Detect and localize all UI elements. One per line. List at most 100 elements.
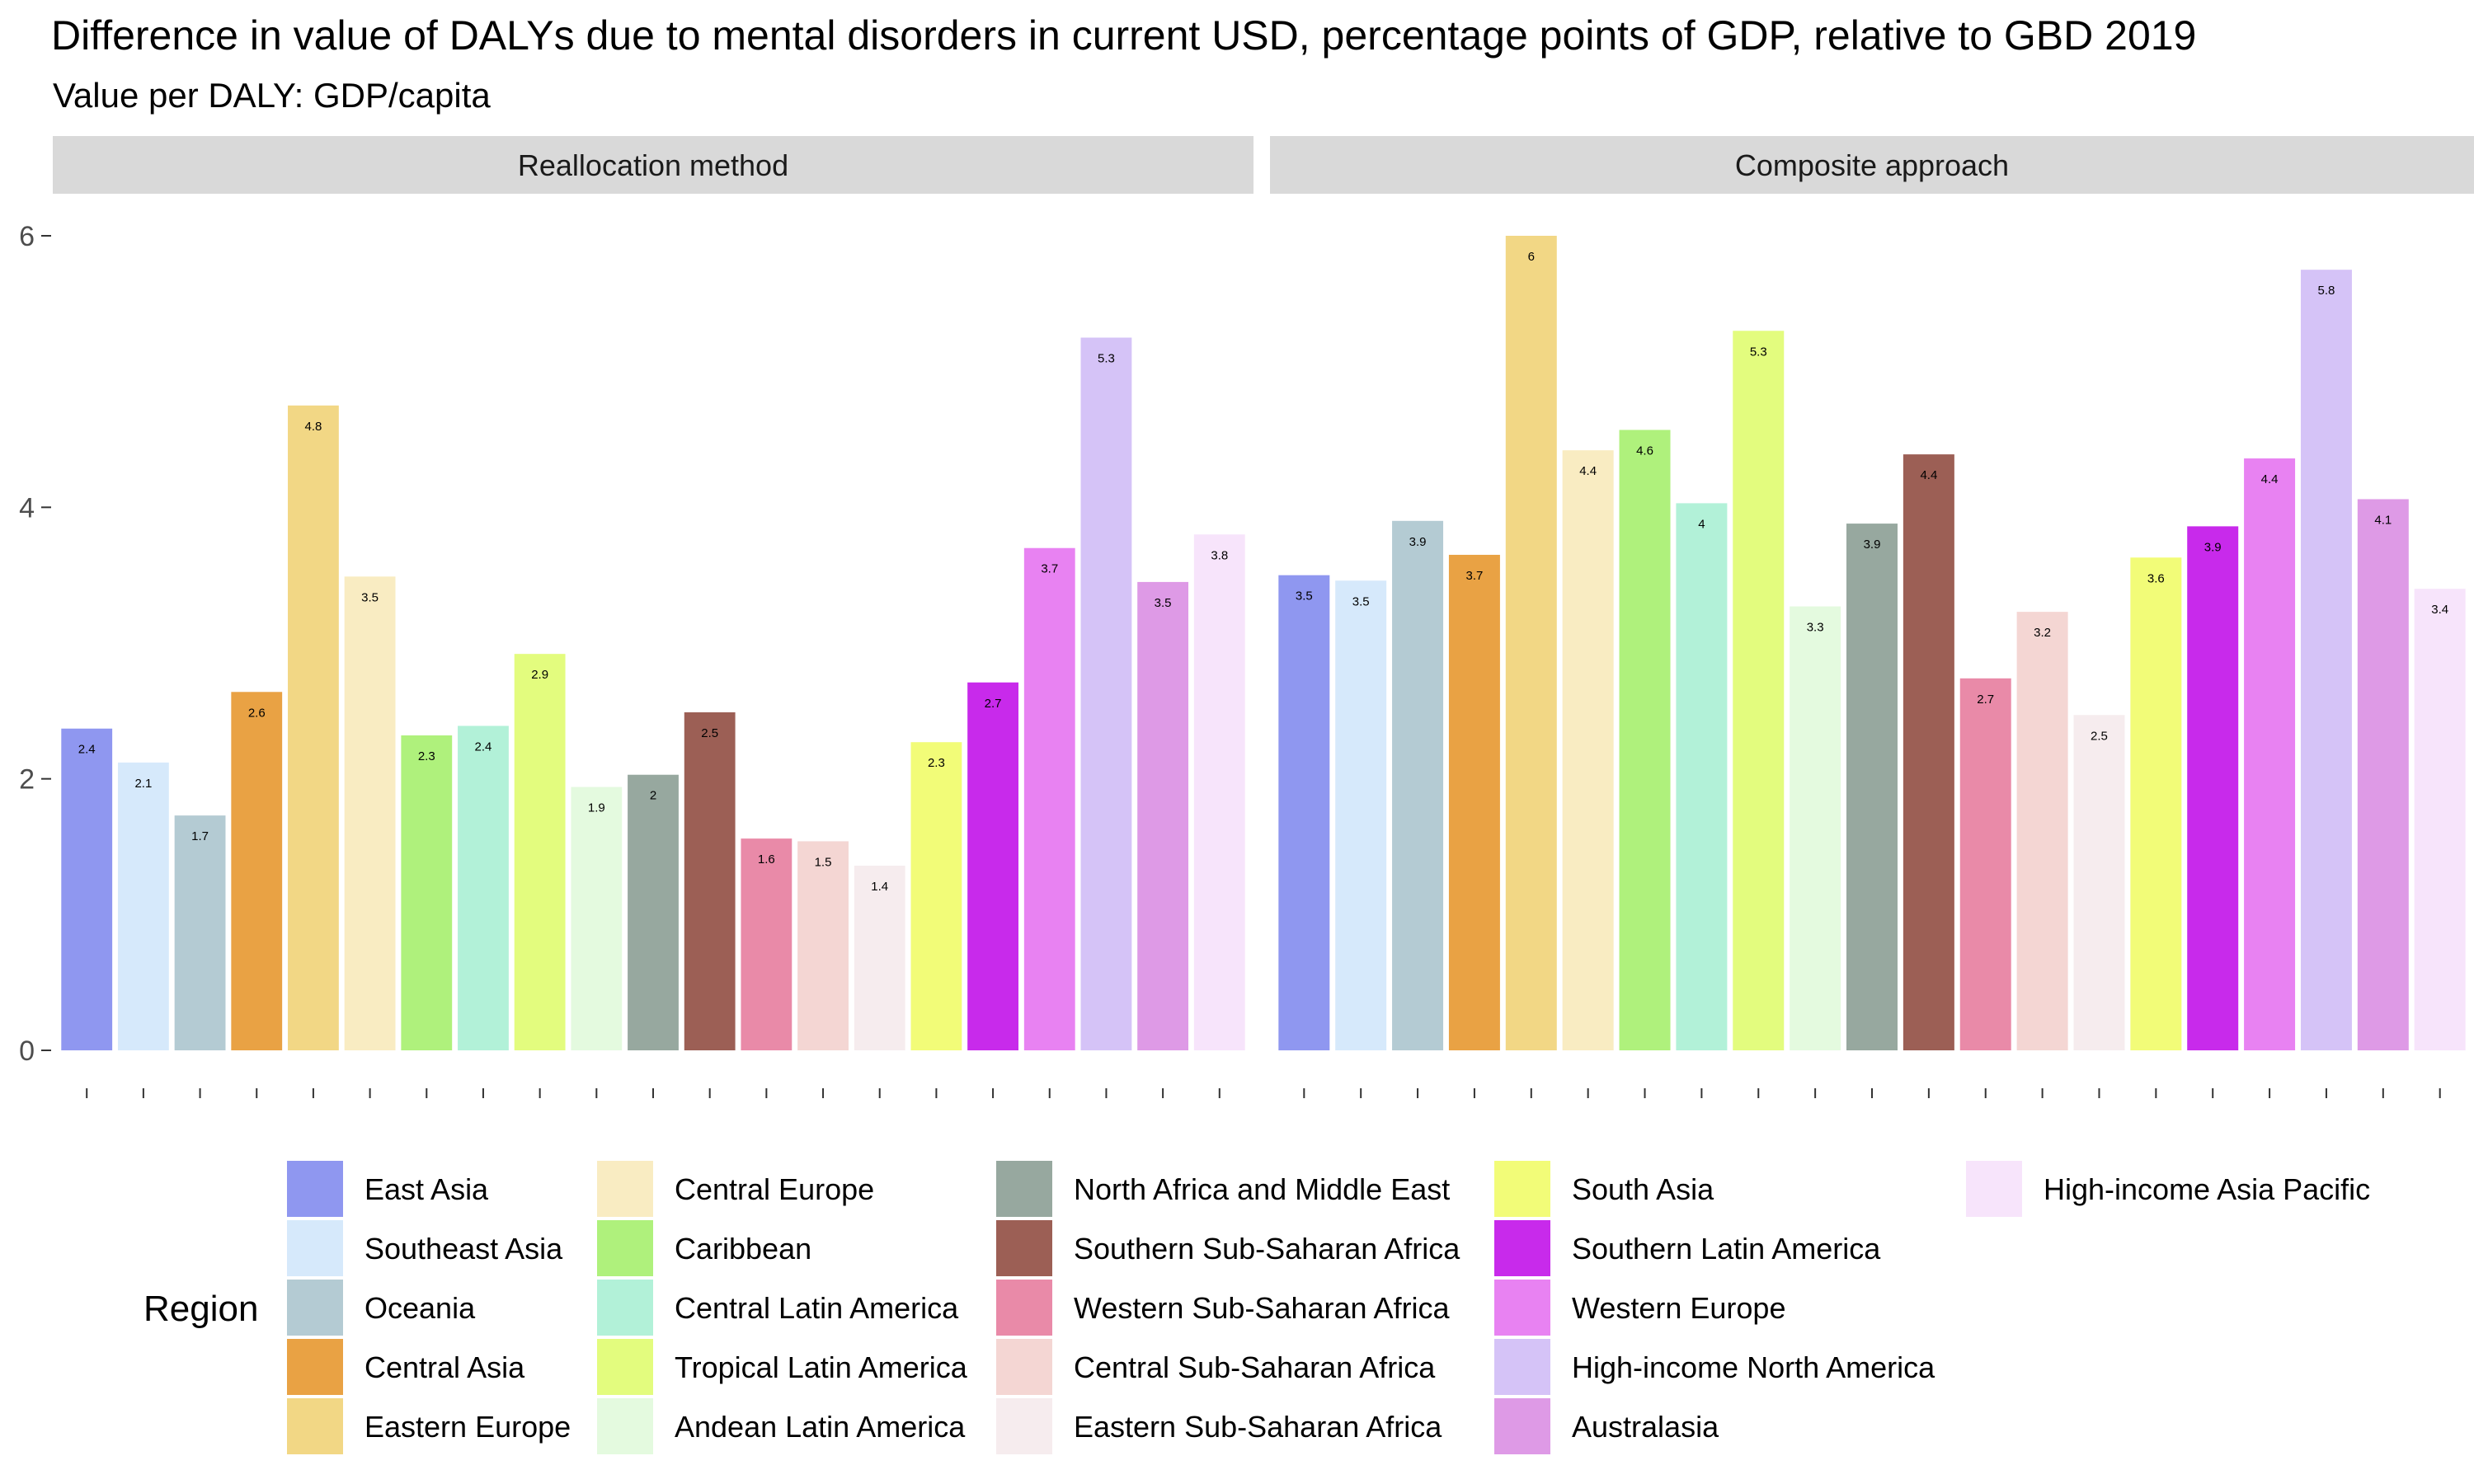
legend-label: Central Latin America [675,1291,959,1325]
legend-label: South Asia [1572,1172,1714,1206]
legend-item: Central Europe [597,1161,874,1217]
y-axis: 0 2 4 6 [19,221,51,1067]
panel-strip [1270,136,2474,194]
bar-value-label: 2.7 [985,697,1002,711]
bar-value-label: 5.3 [1750,345,1767,359]
bar-value-label: 3.9 [1409,535,1427,549]
legend-swatch [996,1161,1052,1217]
bar [1193,534,1245,1050]
bar-value-label: 2.5 [701,726,718,740]
bar-value-label: 2.4 [475,740,492,754]
panel-composite: Composite approach 3.5 3.5 3.9 3.7 6 4.4 4.6 4 5.… [1270,136,2474,1098]
legend-label: North Africa and Middle East [1074,1172,1450,1206]
legend-label: Tropical Latin America [675,1350,968,1384]
legend-swatch [996,1280,1052,1336]
bar [344,576,396,1050]
legend-label: East Asia [365,1172,489,1206]
bar-value-label: 2 [650,789,656,803]
legend-item: Western Europe [1494,1280,1785,1336]
legend-swatch [1494,1161,1550,1217]
legend-item: East Asia [287,1161,489,1217]
legend-label: Australasia [1572,1410,1719,1444]
legend-swatch [597,1220,653,1276]
legend-item: Eastern Sub-Saharan Africa [996,1398,1442,1454]
panel-strip-label: Composite approach [1735,148,2009,182]
bar-value-label: 4.4 [1579,464,1597,478]
bar [1278,575,1330,1050]
legend-item: Central Sub-Saharan Africa [996,1339,1436,1395]
bar [2187,526,2239,1050]
bar-value-label: 4.4 [2261,472,2279,486]
bar-value-label: 3.5 [361,590,379,604]
bar-value-label: 3.3 [1807,621,1824,635]
bar-value-label: 4.1 [2374,513,2392,527]
bar-value-label: 5.8 [2318,284,2335,298]
bar [1392,520,1444,1050]
chart-subtitle: Value per DALY: GDP/capita [53,76,491,115]
legend-swatch [287,1280,343,1336]
bar [2244,458,2296,1050]
legend-item: Oceania [287,1280,476,1336]
legend-swatch [597,1161,653,1217]
legend-swatch [287,1161,343,1217]
bar-value-label: 3.4 [2431,603,2448,617]
legend-swatch [287,1398,343,1454]
bar [1959,678,2011,1050]
bar [288,405,339,1050]
y-tick-label: 4 [19,492,35,524]
bar [2300,270,2352,1051]
legend-label: Eastern Europe [365,1410,571,1444]
bar [1676,503,1728,1050]
bar-value-label: 5.3 [1098,352,1115,366]
panel-strip [53,136,1253,194]
bar-value-label: 2.4 [78,743,96,757]
legend-item: Southeast Asia [287,1220,563,1276]
bar-value-label: 1.6 [758,852,775,866]
bar [2130,557,2182,1050]
bar [2073,715,2125,1050]
bar [571,787,623,1050]
legend-label: High-income North America [1572,1350,1935,1384]
legend-label: Central Asia [365,1350,525,1384]
bar [231,692,283,1050]
legend-label: Southern Latin America [1572,1232,1881,1266]
legend-item: Australasia [1494,1398,1719,1454]
chart-title: Difference in value of DALYs due to ment… [51,12,2196,59]
bar-value-label: 1.4 [871,880,888,894]
bar [1448,554,1500,1050]
bar-value-label: 3.5 [1296,589,1313,603]
bar [1505,236,1557,1050]
legend-item: Southern Latin America [1494,1220,1881,1276]
legend-swatch [1494,1220,1550,1276]
legend-label: High-income Asia Pacific [2044,1172,2370,1206]
bar-value-label: 2.3 [418,749,435,763]
bar [1846,524,1898,1050]
bar [854,866,905,1050]
bar [2414,589,2466,1050]
legend-item: South Asia [1494,1161,1714,1217]
legend-item: Eastern Europe [287,1398,571,1454]
bar-value-label: 2.1 [134,777,152,791]
legend-label: Southern Sub-Saharan Africa [1074,1232,1460,1266]
bar [967,682,1018,1050]
legend-item: Andean Latin America [597,1398,966,1454]
legend-label: Andean Latin America [675,1410,966,1444]
legend-item: High-income North America [1494,1339,1935,1395]
bar [1335,580,1387,1050]
bar [514,654,566,1050]
legend-label: Eastern Sub-Saharan Africa [1074,1410,1442,1444]
bar-value-label: 3.9 [2204,540,2222,554]
legend-swatch [996,1398,1052,1454]
bar-value-label: 3.2 [2034,626,2051,640]
bar [61,728,113,1050]
y-tick-label: 0 [19,1036,35,1067]
bar-value-label: 4.8 [304,420,322,434]
bar-value-label: 3.8 [1211,548,1228,562]
legend-swatch [597,1280,653,1336]
bar [910,742,962,1050]
bar [1023,547,1075,1050]
panels: Reallocation method 2.4 2.1 1.7 2.6 4.8 3.5 2.3… [53,136,2474,1098]
bar [1562,450,1614,1050]
panel-reallocation: Reallocation method 2.4 2.1 1.7 2.6 4.8 3.5 2.3… [53,136,1253,1098]
panel-strip-label: Reallocation method [518,148,788,182]
